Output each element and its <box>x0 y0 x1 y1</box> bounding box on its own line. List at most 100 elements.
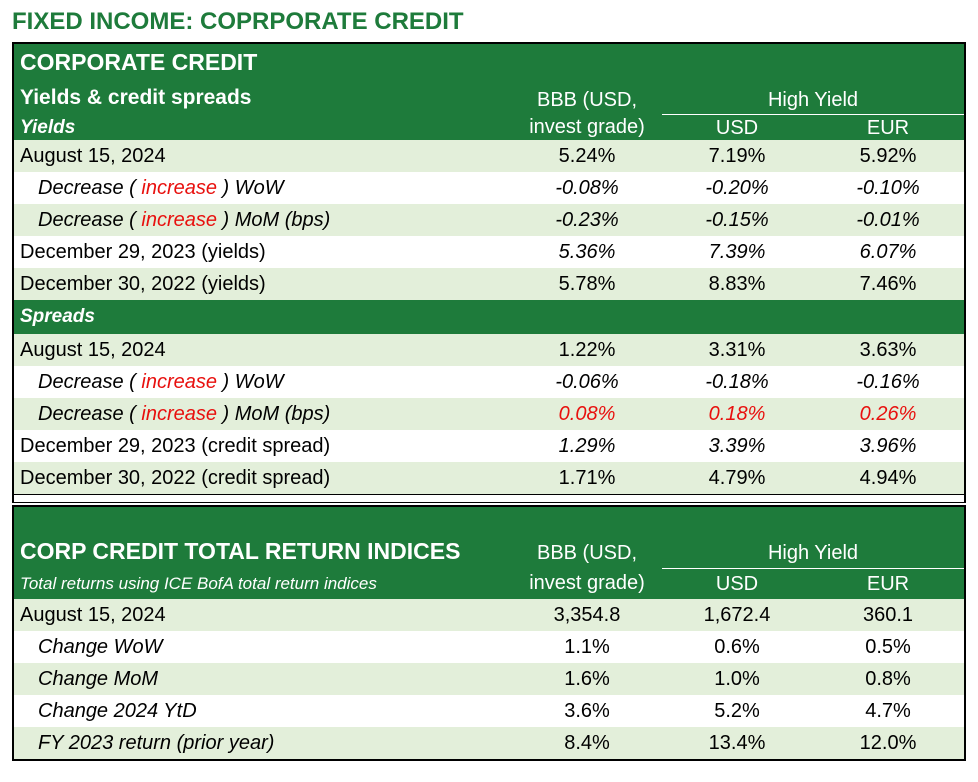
row-label: December 29, 2023 (yields) <box>20 241 266 263</box>
bbb-value: 3,354.8 <box>553 604 621 626</box>
row-label: FY 2023 return (prior year) <box>38 732 275 754</box>
row-label: Change MoM <box>38 668 159 690</box>
bbb-value: 5.78% <box>558 273 616 295</box>
label-suffix: ) WoW <box>216 371 284 393</box>
bbb-value: -0.06% <box>555 371 619 393</box>
eur-value: 4.7% <box>865 700 911 722</box>
bbb-value: -0.23% <box>555 209 619 231</box>
label-prefix: Decrease ( <box>38 177 142 199</box>
usd-value: -0.15% <box>705 209 769 231</box>
eur-value: 6.07% <box>859 241 917 263</box>
col-usd: USD <box>715 573 759 595</box>
col-eur: EUR <box>866 573 910 595</box>
usd-value: 3.39% <box>708 435 766 457</box>
eur-value: 7.46% <box>859 273 917 295</box>
row-label: Decrease ( increase ) MoM (bps) <box>38 398 330 430</box>
row-label: Change 2024 YtD <box>38 700 197 722</box>
usd-value: 0.18% <box>708 403 766 425</box>
table-row: Decrease ( increase ) WoW -0.06% -0.18% … <box>14 366 964 398</box>
usd-value: -0.18% <box>705 371 769 393</box>
label-prefix: Decrease ( <box>38 209 142 231</box>
bbb-value: 1.71% <box>558 467 616 489</box>
eur-value: 0.26% <box>859 403 917 425</box>
total-return-table: CORP CREDIT TOTAL RETURN INDICES Total r… <box>12 505 966 761</box>
table-row: Decrease ( increase ) MoM (bps) 0.08% 0.… <box>14 398 964 430</box>
usd-value: 13.4% <box>708 732 766 754</box>
returns-header: CORP CREDIT TOTAL RETURN INDICES Total r… <box>14 507 964 599</box>
col-bbb-line2: invest grade) <box>529 572 645 594</box>
col-eur: EUR <box>866 117 910 139</box>
row-label: Decrease ( increase ) WoW <box>38 366 284 398</box>
yields-section-label: Yields <box>20 117 76 138</box>
label-suffix: ) MoM (bps) <box>216 209 331 231</box>
table-row: Decrease ( increase ) WoW -0.08% -0.20% … <box>14 172 964 204</box>
bbb-value: 5.36% <box>558 241 616 263</box>
usd-value: 5.2% <box>714 700 760 722</box>
usd-value: 4.79% <box>708 467 766 489</box>
row-label: August 15, 2024 <box>20 145 166 167</box>
row-label: August 15, 2024 <box>20 339 166 361</box>
spreads-header: Spreads <box>14 300 964 334</box>
table-row: December 29, 2023 (credit spread) 1.29% … <box>14 430 964 462</box>
table-row: December 29, 2023 (yields) 5.36% 7.39% 6… <box>14 236 964 268</box>
bbb-value: 1.1% <box>564 636 610 658</box>
eur-value: 0.5% <box>865 636 911 658</box>
usd-value: -0.20% <box>705 177 769 199</box>
bbb-value: 8.4% <box>564 732 610 754</box>
eur-value: -0.16% <box>856 371 920 393</box>
col-high-yield: High Yield <box>767 89 859 111</box>
label-prefix: Decrease ( <box>38 371 142 393</box>
spreads-section-label: Spreads <box>20 306 95 327</box>
label-suffix: ) WoW <box>216 177 284 199</box>
row-label: December 30, 2022 (credit spread) <box>20 467 331 489</box>
usd-value: 8.83% <box>708 273 766 295</box>
label-suffix: ) MoM (bps) <box>216 403 331 425</box>
bbb-value: 0.08% <box>558 403 616 425</box>
credit-table-subtitle: Yields & credit spreads <box>20 86 252 109</box>
returns-table-subtitle: Total returns using ICE BofA total retur… <box>20 574 377 593</box>
label-prefix: Decrease ( <box>38 403 142 425</box>
label-red: increase <box>141 403 217 425</box>
label-red: increase <box>141 177 217 199</box>
eur-value: 5.92% <box>859 145 917 167</box>
col-bbb-line1: BBB (USD, <box>536 542 638 564</box>
bbb-value: 1.29% <box>558 435 616 457</box>
row-label: Decrease ( increase ) WoW <box>38 172 284 204</box>
credit-table-title: CORPORATE CREDIT <box>20 49 258 75</box>
table-row: Decrease ( increase ) MoM (bps) -0.23% -… <box>14 204 964 236</box>
usd-value: 3.31% <box>708 339 766 361</box>
bbb-value: 3.6% <box>564 700 610 722</box>
usd-value: 7.19% <box>708 145 766 167</box>
eur-value: 4.94% <box>859 467 917 489</box>
col-usd: USD <box>715 117 759 139</box>
row-label: August 15, 2024 <box>20 604 166 626</box>
usd-value: 1.0% <box>714 668 760 690</box>
row-label: Change WoW <box>38 636 163 658</box>
row-label: December 29, 2023 (credit spread) <box>20 435 331 457</box>
usd-value: 1,672.4 <box>703 604 771 626</box>
table-row: Change MoM 1.6% 1.0% 0.8% <box>14 663 964 695</box>
usd-value: 0.6% <box>714 636 760 658</box>
eur-value: 360.1 <box>862 604 914 626</box>
bbb-value: 1.22% <box>558 339 616 361</box>
table-row: December 30, 2022 (yields) 5.78% 8.83% 7… <box>14 268 964 300</box>
table-spacer <box>14 494 964 502</box>
returns-table-title: CORP CREDIT TOTAL RETURN INDICES <box>20 538 461 564</box>
table-row: August 15, 2024 3,354.8 1,672.4 360.1 <box>14 599 964 631</box>
table-row: August 15, 2024 5.24% 7.19% 5.92% <box>14 140 964 172</box>
table-row: December 30, 2022 (credit spread) 1.71% … <box>14 462 964 494</box>
label-red: increase <box>141 371 217 393</box>
corporate-credit-table: CORPORATE CREDIT Yields & credit spreads… <box>12 42 966 503</box>
bbb-value: 5.24% <box>558 145 616 167</box>
col-high-yield: High Yield <box>767 542 859 564</box>
usd-value: 7.39% <box>708 241 766 263</box>
bbb-value: 1.6% <box>564 668 610 690</box>
eur-value: -0.10% <box>856 177 920 199</box>
col-bbb-line1: BBB (USD, <box>536 89 638 111</box>
bbb-value: -0.08% <box>555 177 619 199</box>
high-yield-underline <box>662 568 964 569</box>
credit-header: CORPORATE CREDIT Yields & credit spreads… <box>14 44 964 140</box>
eur-value: 3.96% <box>859 435 917 457</box>
row-label: Decrease ( increase ) MoM (bps) <box>38 204 330 236</box>
table-row: Change WoW 1.1% 0.6% 0.5% <box>14 631 964 663</box>
